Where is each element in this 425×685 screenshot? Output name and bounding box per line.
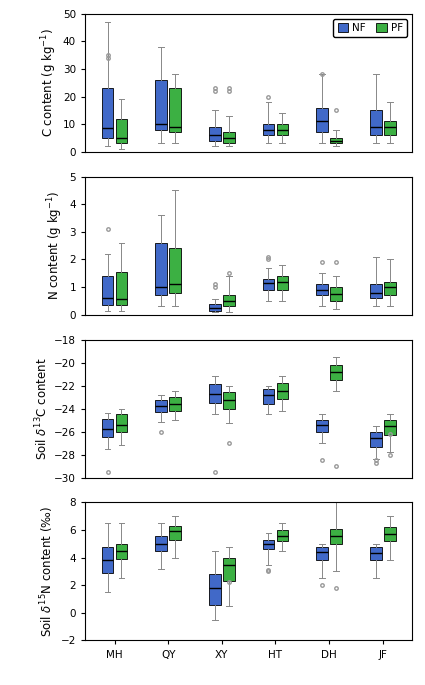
PathPatch shape xyxy=(330,365,342,379)
PathPatch shape xyxy=(316,420,328,432)
PathPatch shape xyxy=(223,132,235,143)
PathPatch shape xyxy=(384,121,396,135)
PathPatch shape xyxy=(330,287,342,301)
PathPatch shape xyxy=(277,124,288,135)
PathPatch shape xyxy=(223,295,235,306)
PathPatch shape xyxy=(102,547,113,573)
PathPatch shape xyxy=(263,540,275,549)
PathPatch shape xyxy=(370,432,382,447)
PathPatch shape xyxy=(102,419,113,437)
PathPatch shape xyxy=(316,547,328,560)
PathPatch shape xyxy=(116,119,128,143)
PathPatch shape xyxy=(102,88,113,138)
PathPatch shape xyxy=(169,526,181,540)
Y-axis label: Soil $\delta^{13}$C content: Soil $\delta^{13}$C content xyxy=(33,358,50,460)
PathPatch shape xyxy=(155,243,167,295)
PathPatch shape xyxy=(155,536,167,551)
PathPatch shape xyxy=(263,389,275,404)
PathPatch shape xyxy=(155,401,167,412)
PathPatch shape xyxy=(116,272,128,305)
PathPatch shape xyxy=(209,303,221,310)
PathPatch shape xyxy=(116,414,128,432)
PathPatch shape xyxy=(263,124,275,135)
PathPatch shape xyxy=(384,282,396,295)
PathPatch shape xyxy=(223,558,235,581)
Legend: NF, PF: NF, PF xyxy=(333,19,407,37)
PathPatch shape xyxy=(316,108,328,132)
PathPatch shape xyxy=(370,110,382,135)
PathPatch shape xyxy=(155,80,167,129)
PathPatch shape xyxy=(316,284,328,295)
PathPatch shape xyxy=(209,384,221,403)
PathPatch shape xyxy=(370,547,382,560)
PathPatch shape xyxy=(263,279,275,290)
PathPatch shape xyxy=(116,544,128,559)
PathPatch shape xyxy=(169,249,181,292)
PathPatch shape xyxy=(223,393,235,408)
PathPatch shape xyxy=(277,530,288,541)
Y-axis label: C content (g kg$^{-1}$): C content (g kg$^{-1}$) xyxy=(39,28,59,137)
PathPatch shape xyxy=(209,127,221,140)
PathPatch shape xyxy=(384,420,396,435)
PathPatch shape xyxy=(370,284,382,298)
PathPatch shape xyxy=(384,527,396,541)
PathPatch shape xyxy=(330,138,342,143)
PathPatch shape xyxy=(330,529,342,544)
Y-axis label: Soil $\delta^{15}$N content (‰): Soil $\delta^{15}$N content (‰) xyxy=(39,506,57,637)
PathPatch shape xyxy=(169,397,181,411)
PathPatch shape xyxy=(277,383,288,399)
PathPatch shape xyxy=(102,276,113,305)
Y-axis label: N content (g kg$^{-1}$): N content (g kg$^{-1}$) xyxy=(45,191,65,301)
PathPatch shape xyxy=(169,88,181,132)
PathPatch shape xyxy=(209,574,221,605)
PathPatch shape xyxy=(277,276,288,290)
